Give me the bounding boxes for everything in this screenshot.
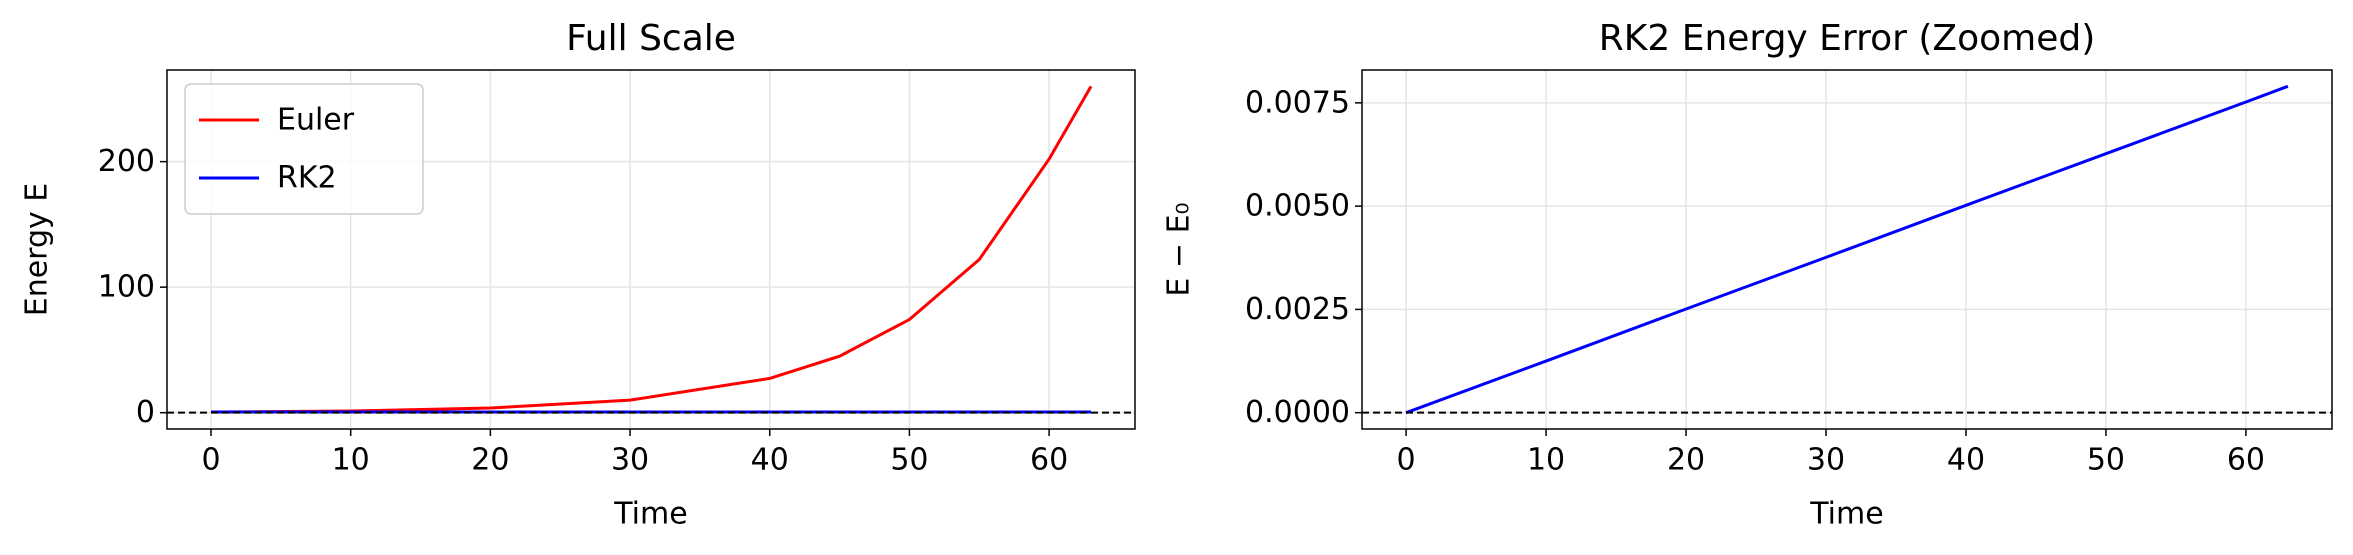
y-tick-label: 0.0050 <box>1245 189 1350 224</box>
y-tick-label: 200 <box>98 144 155 179</box>
x-tick-label: 50 <box>2087 443 2125 478</box>
axes-frame <box>166 69 1136 430</box>
x-tick-label: 30 <box>611 443 649 478</box>
line <box>210 85 1093 414</box>
y-tick-label: 0.0075 <box>1245 85 1350 120</box>
y-tick-label: 0.0000 <box>1245 395 1350 430</box>
x-tick-label: 20 <box>471 443 509 478</box>
x-tick-label: 0 <box>1397 443 1416 478</box>
line <box>1405 84 2289 415</box>
legend-label: Euler <box>277 103 355 138</box>
x-tick-label: 30 <box>1807 443 1845 478</box>
legend-frame <box>184 83 424 215</box>
x-tick-label: 40 <box>751 443 789 478</box>
y-tick-label: 0 <box>136 395 155 430</box>
y-axis-label: Energy E <box>20 183 55 317</box>
x-axis-label: Time <box>613 497 687 532</box>
x-tick-label: 10 <box>1527 443 1565 478</box>
x-tick-label: 50 <box>890 443 928 478</box>
x-tick-label: 60 <box>2227 443 2265 478</box>
x-tick-label: 0 <box>201 443 220 478</box>
x-tick-label: 20 <box>1667 443 1705 478</box>
x-tick-label: 10 <box>332 443 370 478</box>
y-axis-label: E − E₀ <box>1162 202 1197 296</box>
x-tick-label: 40 <box>1947 443 1985 478</box>
y-tick-label: 100 <box>98 270 155 305</box>
chart-title: RK2 Energy Error (Zoomed) <box>1599 18 2096 59</box>
legend: Euler RK2 <box>184 83 424 215</box>
axes-frame <box>1361 69 2333 430</box>
y-tick-label: 0.0025 <box>1245 292 1350 327</box>
x-axis-label: Time <box>1809 497 1883 532</box>
chart-title: Full Scale <box>566 18 736 59</box>
x-tick-label: 60 <box>1030 443 1068 478</box>
legend-label: RK2 <box>277 161 337 196</box>
